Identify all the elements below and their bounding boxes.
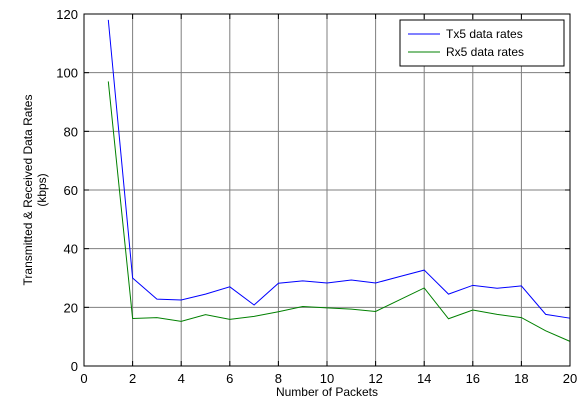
legend-label-rx5: Rx5 data rates [446, 45, 524, 59]
y-axis-title-line-2: (kbps) [35, 173, 49, 206]
series-line-rx5 [107, 81, 571, 342]
x-tick-label: 4 [178, 371, 185, 386]
x-tick-label: 12 [368, 371, 382, 386]
grid-lines [84, 14, 570, 366]
x-tick-label: 18 [514, 371, 528, 386]
y-tick-label: 100 [56, 66, 78, 81]
y-tick-label: 80 [64, 124, 78, 139]
x-tick-label: 6 [226, 371, 233, 386]
x-axis-title: Number of Packets [276, 385, 378, 399]
x-tick-label: 20 [563, 371, 577, 386]
tick-labels: 0 2 4 6 8 10 12 14 16 18 20 0 20 40 60 80 100 120 [56, 7, 577, 386]
x-tick-label: 2 [129, 371, 136, 386]
axis-ticks [83, 13, 571, 367]
x-tick-label: 10 [320, 371, 334, 386]
y-axis-title-line-1: Transmitted & Received Data Rates [21, 95, 35, 286]
x-tick-label: 16 [466, 371, 480, 386]
data-series [107, 19, 571, 342]
y-tick-label: 40 [64, 242, 78, 257]
x-tick-label: 14 [417, 371, 431, 386]
y-tick-label: 120 [56, 7, 78, 22]
legend: Tx5 data rates Rx5 data rates [399, 19, 565, 67]
legend-box [399, 19, 565, 67]
y-tick-label: 60 [64, 183, 78, 198]
series-line-tx5 [107, 19, 571, 319]
legend-label-tx5: Tx5 data rates [446, 27, 523, 41]
x-tick-label: 0 [80, 371, 87, 386]
x-tick-label: 8 [275, 371, 282, 386]
y-tick-label: 0 [71, 359, 78, 374]
y-axis-title: Transmitted & Received Data Rates (kbps) [21, 95, 49, 286]
y-tick-label: 20 [64, 300, 78, 315]
